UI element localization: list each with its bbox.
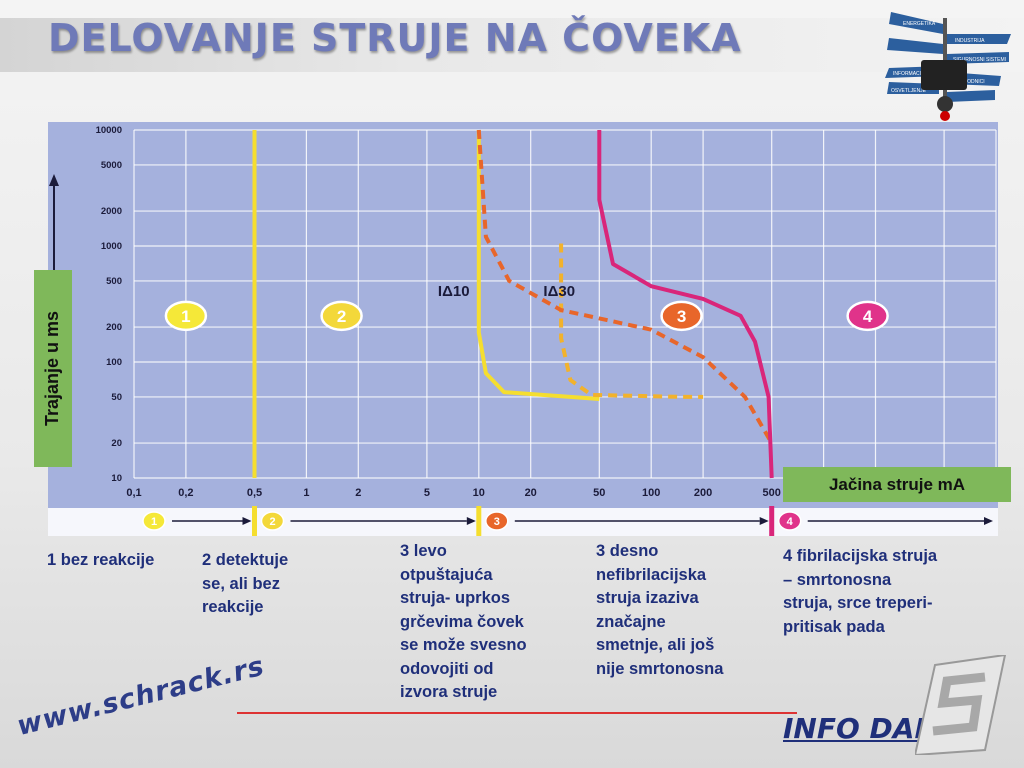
zone-4-description: 4 fibrilacijska struja – smrtonosna stru… xyxy=(783,547,938,636)
zone-badge-1 xyxy=(164,300,208,332)
x-tick-label-0: 0,1 xyxy=(126,487,141,499)
zone-3-right-description: 3 desno nefibrilacijska struja izaziva z… xyxy=(596,542,724,678)
y-tick-label-3: 1000 xyxy=(101,241,122,252)
zone-3-left-description: 3 levo otpuštajuća struja- uprkos grčevi… xyxy=(400,542,527,701)
signpost-label-6: OSVETLJENJE xyxy=(891,88,927,94)
zone-2-description: 2 detektuje se, ali bez reakcije xyxy=(202,551,289,616)
signpost-label-5: PROVODNICI xyxy=(953,79,985,85)
signpost-label-4: INFORMACIONI xyxy=(893,71,930,77)
y-tick-label-9: 10 xyxy=(111,473,122,484)
x-tick-label-6: 10 xyxy=(473,487,485,499)
bottom-bar-arrowhead-1 xyxy=(242,517,252,525)
x-tick-label-2: 0,5 xyxy=(247,487,262,499)
bottom-bar-badge-4 xyxy=(777,511,802,531)
x-tick-label-11: 500 xyxy=(763,487,781,499)
zone-badge-4 xyxy=(846,300,889,332)
signpost-label-2: INDUSTRIJA xyxy=(955,38,985,44)
x-tick-label-5: 5 xyxy=(424,487,430,499)
x-tick-label-8: 50 xyxy=(593,487,605,499)
series-curve-4 xyxy=(476,129,774,445)
signpost-label-1: ENERGETIKA xyxy=(903,21,936,27)
series-curve-2 xyxy=(476,246,600,401)
bottom-bar-separator-2 xyxy=(769,506,775,536)
bottom-bar-arrowhead-3 xyxy=(759,517,769,525)
series-curve-3 xyxy=(559,243,704,399)
website-link[interactable]: www.schrack.rs xyxy=(14,650,268,743)
zone-badge-label-2: 2 xyxy=(337,307,346,326)
x-tick-label-7: 20 xyxy=(525,487,537,499)
y-tick-label-7: 50 xyxy=(111,392,122,403)
y-tick-label-1: 5000 xyxy=(101,160,122,171)
x-tick-label-3: 1 xyxy=(303,487,309,499)
bottom-bar-separator-0 xyxy=(252,506,258,536)
x-tick-label-9: 100 xyxy=(642,487,660,499)
bottom-bar-badge-1 xyxy=(142,511,166,531)
y-axis-label: Trajanje u ms xyxy=(42,310,63,427)
bottom-bar-badge-label-3: 3 xyxy=(494,516,500,528)
y-tick-label-6: 100 xyxy=(106,357,122,368)
x-tick-label-10: 200 xyxy=(694,487,712,499)
bottom-bar-badge-label-2: 2 xyxy=(269,516,275,528)
y-tick-label-2: 2000 xyxy=(101,206,122,217)
signpost-illustration: ENERGETIKA INDUSTRIJA SIGURNOSNI SISTEMI… xyxy=(885,12,1011,121)
zone-1-description: 1 bez reakcije xyxy=(47,551,155,569)
zone-badge-3 xyxy=(660,300,703,332)
title-band xyxy=(0,18,1024,72)
y-tick-label-8: 20 xyxy=(111,438,122,449)
bottom-bar-badge-3 xyxy=(485,511,509,531)
y-tick-label-4: 500 xyxy=(106,276,122,287)
s-logo-icon xyxy=(915,655,1007,755)
y-direction-arrowhead xyxy=(49,174,59,186)
x-axis-label-box: Jačina struje mA xyxy=(783,467,1011,502)
bottom-bar-badge-label-1: 1 xyxy=(151,516,157,528)
bottom-bar-arrowhead-2 xyxy=(466,517,476,525)
bottom-bar xyxy=(48,508,998,536)
zone-badge-label-4: 4 xyxy=(863,307,873,326)
footer-divider xyxy=(237,712,797,714)
annotation-1: IΔ30 xyxy=(543,283,575,300)
series-curve-5 xyxy=(597,130,774,479)
bottom-bar-badge-label-4: 4 xyxy=(787,516,794,528)
x-tick-label-1: 0,2 xyxy=(178,487,193,499)
zone-badge-label-1: 1 xyxy=(181,307,190,326)
y-tick-label-0: 10000 xyxy=(96,125,122,136)
x-axis-label: Jačina struje mA xyxy=(828,474,966,494)
zone-badge-2 xyxy=(320,300,363,332)
zone-badge-label-3: 3 xyxy=(677,307,686,326)
y-tick-label-5: 200 xyxy=(106,322,122,333)
annotation-0: IΔ10 xyxy=(438,283,470,300)
bottom-bar-arrowhead-4 xyxy=(984,517,993,525)
y-axis-label-box: Trajanje u ms xyxy=(34,270,72,467)
bottom-bar-badge-2 xyxy=(260,511,285,531)
page-title: DELOVANJE STRUJE NA ČOVEKA xyxy=(48,16,742,60)
bottom-bar-separator-1 xyxy=(476,506,482,536)
signpost-label-3: SIGURNOSNI SISTEMI xyxy=(953,57,1006,63)
chart-svg: 10000 5000 2000 1000 500 200 100 50 20 10 0,1 0,2 0,… xyxy=(48,125,998,536)
x-tick-label-4: 2 xyxy=(355,487,361,499)
